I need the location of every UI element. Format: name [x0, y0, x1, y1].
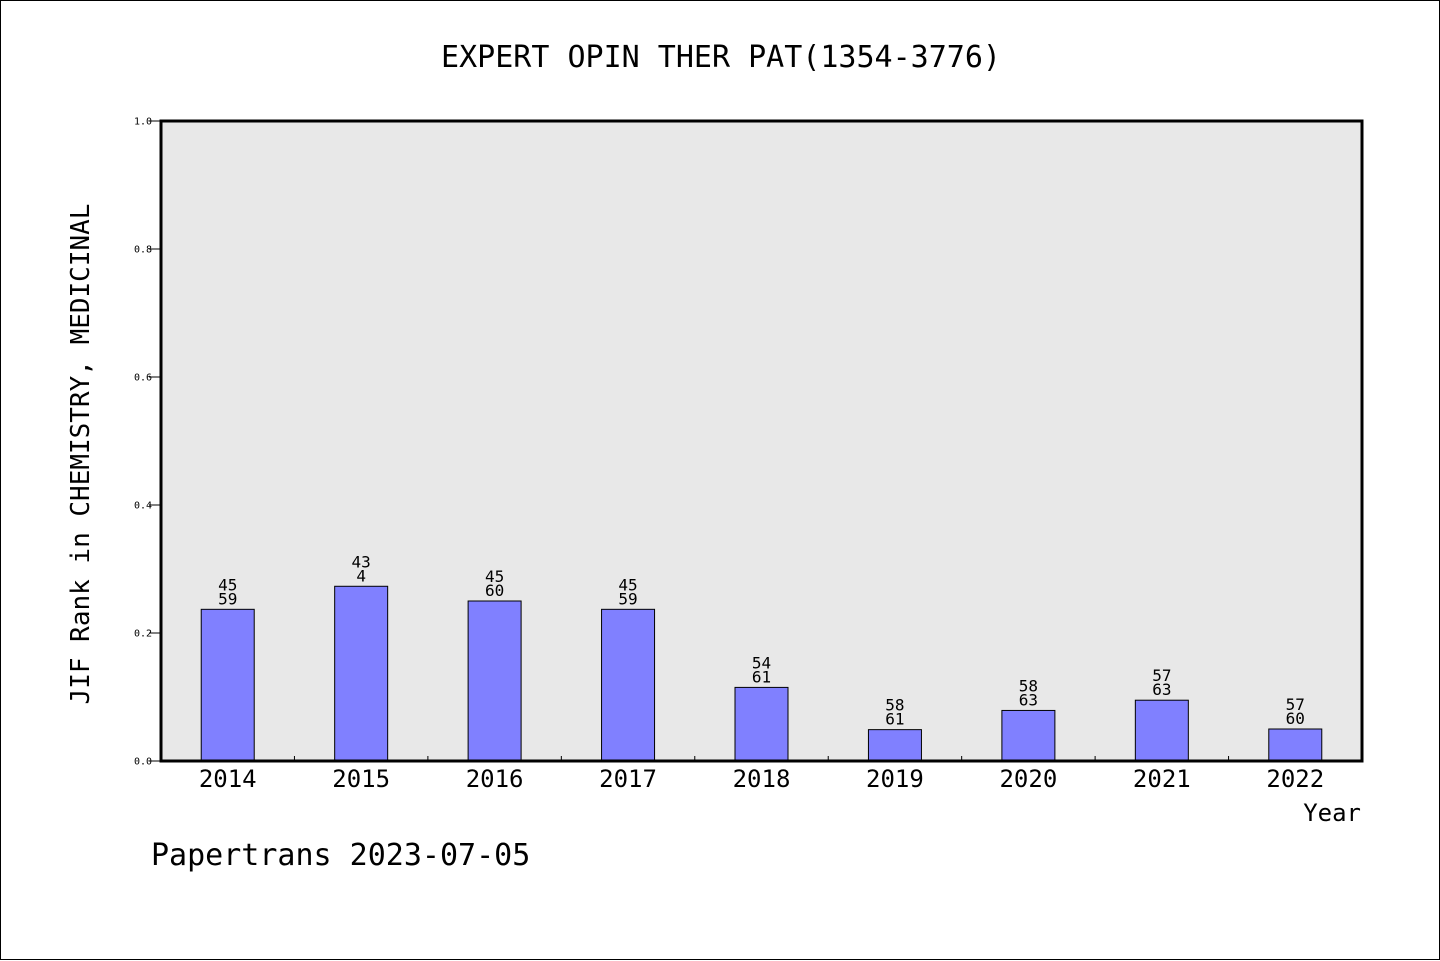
- bar-rank-label: 45: [485, 567, 504, 586]
- bar-total-label: 59: [218, 589, 237, 608]
- x-tick-label: 2018: [733, 765, 791, 793]
- bar-rank-label: 43: [352, 552, 371, 571]
- bar-2017: [601, 608, 656, 762]
- x-tick-label: 2014: [199, 765, 257, 793]
- y-tick-label: 0.8: [134, 245, 152, 256]
- bar-rank-label: 57: [1286, 695, 1305, 714]
- bar-2022: [1268, 728, 1323, 762]
- x-axis-label: Year: [1303, 799, 1361, 827]
- bars: [200, 585, 1323, 762]
- bar-2016: [467, 600, 522, 762]
- x-tick-label: 2019: [866, 765, 924, 793]
- bar-total-label: 59: [618, 589, 637, 608]
- bar-rank-label: 45: [618, 575, 637, 594]
- y-tick-label: 0.6: [134, 373, 152, 384]
- bar-2014: [200, 608, 255, 762]
- x-tick-label: 2015: [332, 765, 390, 793]
- bar-total-label: 63: [1019, 690, 1038, 709]
- bar-rank-label: 45: [218, 575, 237, 594]
- x-tick-label: 2020: [999, 765, 1057, 793]
- bar-total-label: 63: [1152, 680, 1171, 699]
- bar-2015: [334, 585, 389, 762]
- chart-title: EXPERT OPIN THER PAT(1354-3776): [441, 40, 1001, 75]
- bar-total-label: 60: [1286, 709, 1305, 728]
- axis-ticks: 0.0 0.2 0.4 0.6 0.8 1.0 2014 2015 2016 2017 2018 20…: [134, 117, 1324, 794]
- y-tick-label: 1.0: [134, 117, 152, 128]
- bar-rank-label: 54: [752, 653, 771, 672]
- bar-total-label: 60: [485, 581, 504, 600]
- bar-2019: [867, 729, 922, 762]
- bar-2020: [1001, 709, 1056, 762]
- bar-rank-label: 58: [885, 696, 904, 715]
- y-tick-label: 0.0: [134, 757, 152, 768]
- bar-total-label: 61: [752, 667, 771, 686]
- x-tick-label: 2017: [599, 765, 657, 793]
- x-tick-label: 2022: [1266, 765, 1324, 793]
- y-tick-label: 0.2: [134, 629, 152, 640]
- y-axis-label: JIF Rank in CHEMISTRY, MEDICINAL: [66, 204, 96, 705]
- bar-2018: [734, 686, 789, 762]
- bar-total-label: 61: [885, 710, 904, 729]
- bar-rank-label: 58: [1019, 676, 1038, 695]
- plot-border: [159, 119, 1364, 763]
- y-tick-label: 0.4: [134, 501, 152, 512]
- bar-rank-label: 57: [1152, 666, 1171, 685]
- bar-2021: [1134, 699, 1189, 762]
- x-tick-label: 2021: [1133, 765, 1191, 793]
- footer-text: Papertrans 2023-07-05: [151, 838, 530, 873]
- x-tick-label: 2016: [466, 765, 524, 793]
- bar-total-label: 4: [356, 566, 366, 585]
